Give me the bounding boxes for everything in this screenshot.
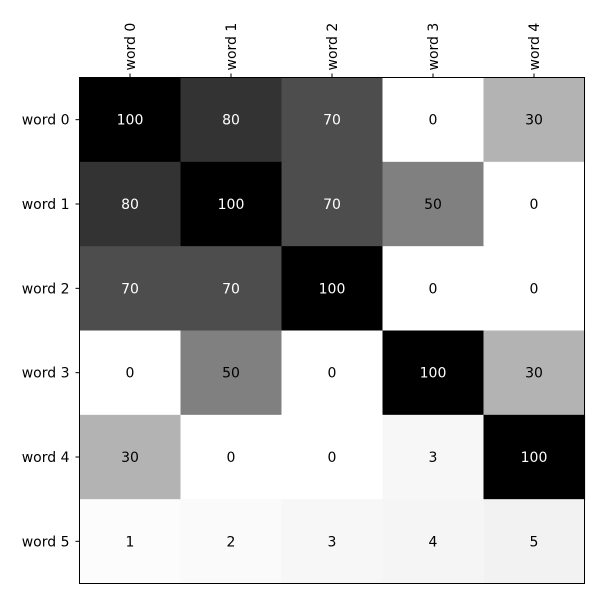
x-tick-label: word 2 <box>325 23 341 71</box>
heatmap-cell <box>382 414 485 500</box>
cell-value-label: 2 <box>227 534 236 550</box>
heatmap-cell <box>483 499 586 585</box>
cell-value-label: 0 <box>328 366 337 382</box>
cell-value-label: 30 <box>525 366 543 382</box>
heatmap-cell <box>382 499 485 585</box>
x-tick-label: word 3 <box>426 23 442 71</box>
cell-value-label: 30 <box>121 450 139 466</box>
cell-value-label: 30 <box>525 113 543 129</box>
heatmap-cell <box>281 77 384 163</box>
heatmap-cell <box>483 330 586 416</box>
cell-value-label: 100 <box>420 366 447 382</box>
heatmap-cell <box>180 161 283 247</box>
heatmap-cell <box>382 330 485 416</box>
cell-value-label: 70 <box>323 113 341 129</box>
cell-value-label: 100 <box>521 450 548 466</box>
heatmap-cell <box>180 77 283 163</box>
cell-value-label: 0 <box>328 450 337 466</box>
cell-value-label: 0 <box>429 281 438 297</box>
cell-value-label: 0 <box>429 113 438 129</box>
cell-value-label: 5 <box>530 534 539 550</box>
y-tick-label: word 5 <box>22 534 70 550</box>
heatmap-cell <box>180 499 283 585</box>
heatmap-cell <box>79 499 182 585</box>
cell-value-label: 50 <box>222 366 240 382</box>
heatmap-cell <box>79 414 182 500</box>
heatmap-cell <box>281 246 384 332</box>
heatmap-cell <box>79 246 182 332</box>
y-tick-label: word 2 <box>22 281 70 297</box>
cell-value-label: 50 <box>424 197 442 213</box>
cell-value-label: 70 <box>323 197 341 213</box>
heatmap-cell <box>79 77 182 163</box>
y-tick-label: word 0 <box>22 113 70 129</box>
cell-value-label: 100 <box>117 113 144 129</box>
heatmap-cell <box>180 414 283 500</box>
x-tick-label: word 1 <box>224 23 240 71</box>
heatmap-cell <box>281 414 384 500</box>
cell-value-label: 100 <box>319 281 346 297</box>
y-tick-label: word 3 <box>22 366 70 382</box>
cell-value-label: 70 <box>222 281 240 297</box>
heatmap-cell <box>281 161 384 247</box>
heatmap-cell <box>79 161 182 247</box>
cell-value-label: 1 <box>126 534 135 550</box>
heatmap-cell <box>180 246 283 332</box>
cell-value-label: 0 <box>530 197 539 213</box>
cell-value-label: 3 <box>429 450 438 466</box>
heatmap-cells <box>79 77 586 585</box>
cell-value-label: 80 <box>121 197 139 213</box>
x-tick-label: word 0 <box>123 23 139 71</box>
heatmap-cell <box>79 330 182 416</box>
heatmap-cell <box>180 330 283 416</box>
cell-value-label: 3 <box>328 534 337 550</box>
heatmap-cell <box>483 77 586 163</box>
cell-value-label: 0 <box>530 281 539 297</box>
heatmap-cell <box>382 77 485 163</box>
cell-value-label: 0 <box>227 450 236 466</box>
cell-value-label: 0 <box>126 366 135 382</box>
heatmap-cell <box>382 246 485 332</box>
heatmap-cell <box>483 161 586 247</box>
heatmap-cell <box>483 246 586 332</box>
heatmap-cell <box>281 499 384 585</box>
y-tick-label: word 4 <box>22 450 70 466</box>
heatmap-cell <box>483 414 586 500</box>
x-axis-top: word 0 word 1 word 2 word 3 word 4 <box>123 23 543 78</box>
y-tick-label: word 1 <box>22 197 70 213</box>
cell-value-label: 100 <box>218 197 245 213</box>
cell-value-label: 4 <box>429 534 438 550</box>
heatmap-cell <box>281 330 384 416</box>
cell-value-label: 80 <box>222 113 240 129</box>
y-axis-left: word 0 word 1 word 2 word 3 word 4 word 5 <box>22 113 80 550</box>
x-tick-label: word 4 <box>527 23 543 71</box>
heatmap-cell <box>382 161 485 247</box>
cell-value-label: 70 <box>121 281 139 297</box>
